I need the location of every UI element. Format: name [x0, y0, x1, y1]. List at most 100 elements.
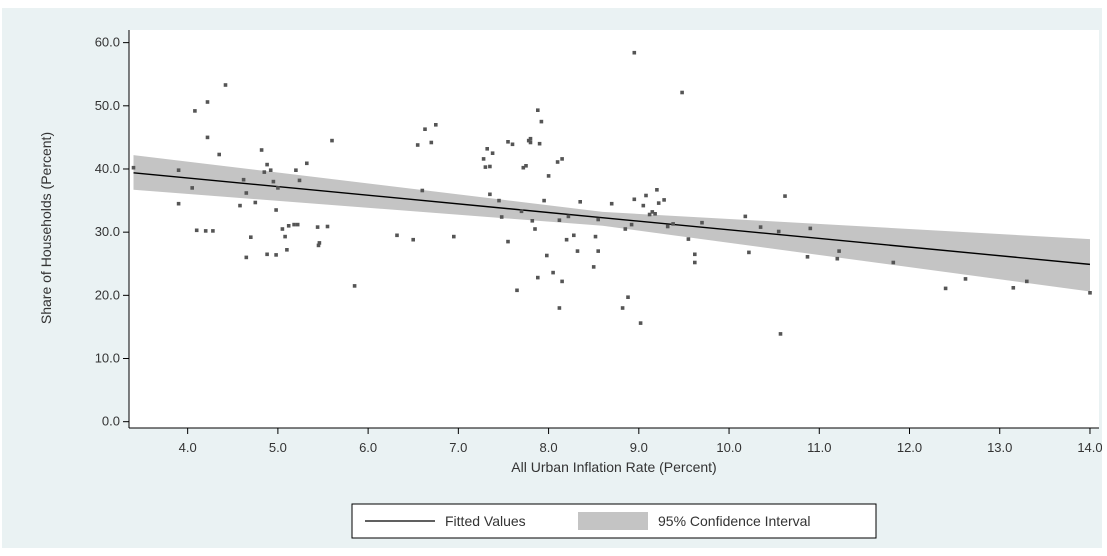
- data-point: [317, 241, 322, 245]
- data-point: [131, 165, 136, 170]
- data-point: [241, 177, 246, 182]
- data-point: [223, 83, 228, 87]
- data-point: [743, 214, 748, 219]
- data-point: [680, 90, 684, 95]
- data-point: [557, 306, 562, 310]
- data-point: [655, 188, 659, 192]
- data-point: [700, 220, 704, 225]
- data-point: [537, 141, 542, 146]
- data-point: [316, 243, 321, 248]
- data-point: [262, 170, 267, 174]
- confidence-band: [133, 155, 1090, 292]
- data-point: [560, 279, 564, 284]
- data-point: [395, 233, 399, 238]
- data-point: [420, 188, 425, 193]
- data-point: [783, 194, 787, 198]
- data-point: [536, 108, 540, 112]
- data-point: [551, 270, 555, 275]
- data-point: [294, 168, 298, 172]
- data-point: [217, 152, 221, 157]
- y-axis-title: Share of Households (Percent): [38, 132, 54, 324]
- data-point: [1088, 291, 1092, 295]
- data-point: [805, 255, 810, 259]
- data-point: [665, 224, 670, 229]
- data-point: [205, 135, 210, 140]
- x-tick-label: 9.0: [630, 440, 648, 455]
- data-point: [499, 215, 504, 219]
- data-point: [528, 136, 533, 141]
- data-point: [176, 201, 181, 206]
- x-tick-label: 7.0: [449, 440, 467, 455]
- data-point: [429, 140, 434, 145]
- x-tick-label: 10.0: [716, 440, 741, 455]
- data-point: [632, 197, 637, 202]
- data-point: [662, 198, 666, 202]
- data-point: [253, 200, 258, 205]
- y-tick-label: 60.0: [95, 35, 120, 50]
- plot-area: [129, 30, 1099, 428]
- data-point: [274, 208, 278, 212]
- data-point: [352, 284, 357, 288]
- data-point: [286, 224, 291, 228]
- data-point: [330, 138, 334, 143]
- data-point: [644, 193, 648, 198]
- data-point: [647, 212, 652, 217]
- data-point: [593, 234, 598, 239]
- data-point: [539, 119, 544, 124]
- x-axis-title: All Urban Inflation Rate (Percent): [511, 459, 716, 475]
- data-point: [271, 179, 276, 184]
- legend-ci-swatch: [578, 512, 648, 530]
- x-tick-label: 8.0: [540, 440, 558, 455]
- data-point: [203, 229, 208, 233]
- scatter-chart: 4.0 5.0 6.0 7.0 8.0 9.0 10.0 11.0 12.0 13.0 14.0 0…: [38, 30, 1103, 539]
- data-point: [596, 249, 600, 253]
- data-point: [526, 138, 531, 143]
- data-point: [837, 249, 841, 253]
- x-tick-label: 6.0: [359, 440, 377, 455]
- data-point: [530, 219, 535, 223]
- data-point: [244, 191, 249, 195]
- data-point: [1025, 279, 1029, 284]
- data-point: [452, 234, 456, 239]
- data-point: [519, 209, 524, 214]
- legend-ci-label: 95% Confidence Interval: [658, 513, 811, 529]
- data-point: [778, 332, 783, 336]
- data-point: [546, 174, 551, 178]
- data-point: [536, 275, 540, 280]
- data-point: [434, 123, 438, 127]
- data-point: [578, 200, 582, 204]
- data-point: [274, 253, 278, 257]
- data-point: [626, 295, 630, 299]
- data-point: [315, 225, 320, 229]
- data-point: [485, 147, 489, 151]
- data-point: [835, 256, 840, 261]
- data-point: [194, 228, 199, 233]
- data-point: [506, 140, 510, 144]
- data-point: [572, 233, 576, 238]
- data-point: [943, 286, 948, 291]
- legend: Fitted Values 95% Confidence Interval: [351, 503, 877, 539]
- x-tick-label: 13.0: [987, 440, 1012, 455]
- data-point: [280, 227, 285, 231]
- y-tick-label: 50.0: [95, 98, 120, 113]
- data-point: [524, 164, 528, 168]
- data-point: [481, 157, 486, 161]
- data-point: [686, 237, 691, 241]
- y-tick-label: 0.0: [102, 414, 120, 429]
- data-point: [205, 100, 210, 104]
- y-tick-label: 10.0: [95, 351, 120, 366]
- data-point: [963, 277, 968, 281]
- data-point: [693, 260, 697, 265]
- data-point: [510, 142, 515, 147]
- data-point: [1011, 286, 1016, 290]
- data-point: [295, 222, 300, 227]
- data-point: [591, 265, 596, 269]
- data-point: [566, 214, 571, 219]
- data-point: [528, 140, 533, 145]
- data-point: [560, 157, 564, 161]
- data-point: [292, 222, 296, 227]
- data-point: [305, 161, 309, 166]
- data-point: [623, 227, 628, 231]
- data-point: [609, 201, 614, 206]
- data-point: [190, 186, 194, 190]
